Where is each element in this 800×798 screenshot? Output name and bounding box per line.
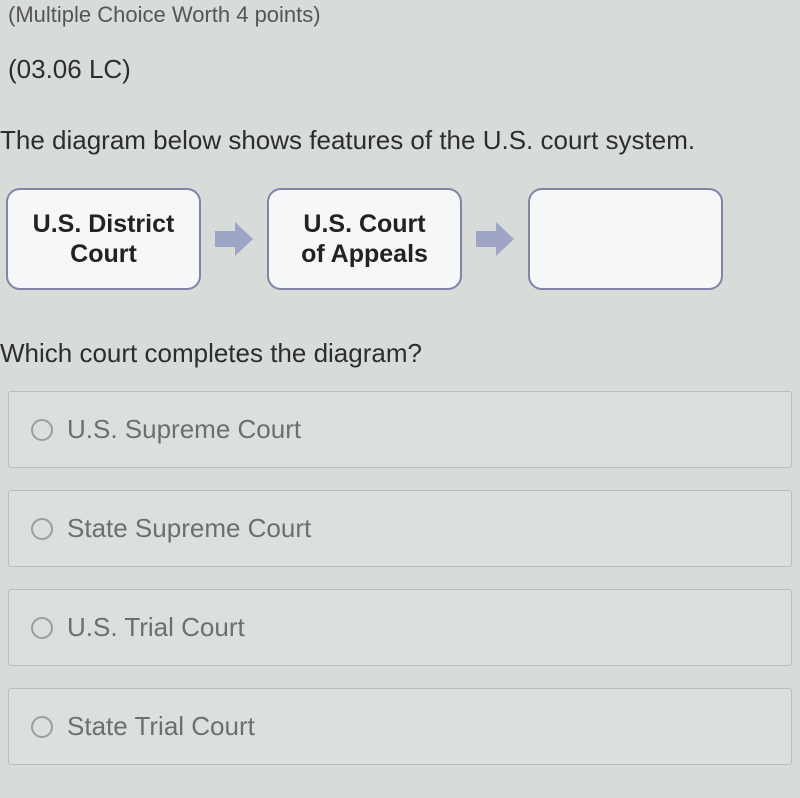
arrow-right-icon <box>213 220 255 258</box>
answer-label: U.S. Supreme Court <box>67 414 301 445</box>
radio-icon <box>31 419 53 441</box>
diagram-box-court-of-appeals: U.S. Courtof Appeals <box>267 188 462 290</box>
diagram-box-empty <box>528 188 723 290</box>
answer-label: State Trial Court <box>67 711 255 742</box>
arrow-right-icon <box>474 220 516 258</box>
sub-question: Which court completes the diagram? <box>0 326 800 391</box>
question-header-partial: (Multiple Choice Worth 4 points) <box>0 0 800 30</box>
court-diagram: U.S. DistrictCourt U.S. Courtof Appeals <box>0 188 800 326</box>
answer-option-us-trial[interactable]: U.S. Trial Court <box>8 589 792 666</box>
question-code: (03.06 LC) <box>0 30 800 109</box>
radio-icon <box>31 518 53 540</box>
answer-option-state-trial[interactable]: State Trial Court <box>8 688 792 765</box>
diagram-box-district-court: U.S. DistrictCourt <box>6 188 201 290</box>
question-prompt: The diagram below shows features of the … <box>0 109 800 188</box>
answer-label: U.S. Trial Court <box>67 612 245 643</box>
answer-label: State Supreme Court <box>67 513 311 544</box>
answer-option-state-supreme[interactable]: State Supreme Court <box>8 490 792 567</box>
radio-icon <box>31 716 53 738</box>
answer-option-us-supreme[interactable]: U.S. Supreme Court <box>8 391 792 468</box>
radio-icon <box>31 617 53 639</box>
